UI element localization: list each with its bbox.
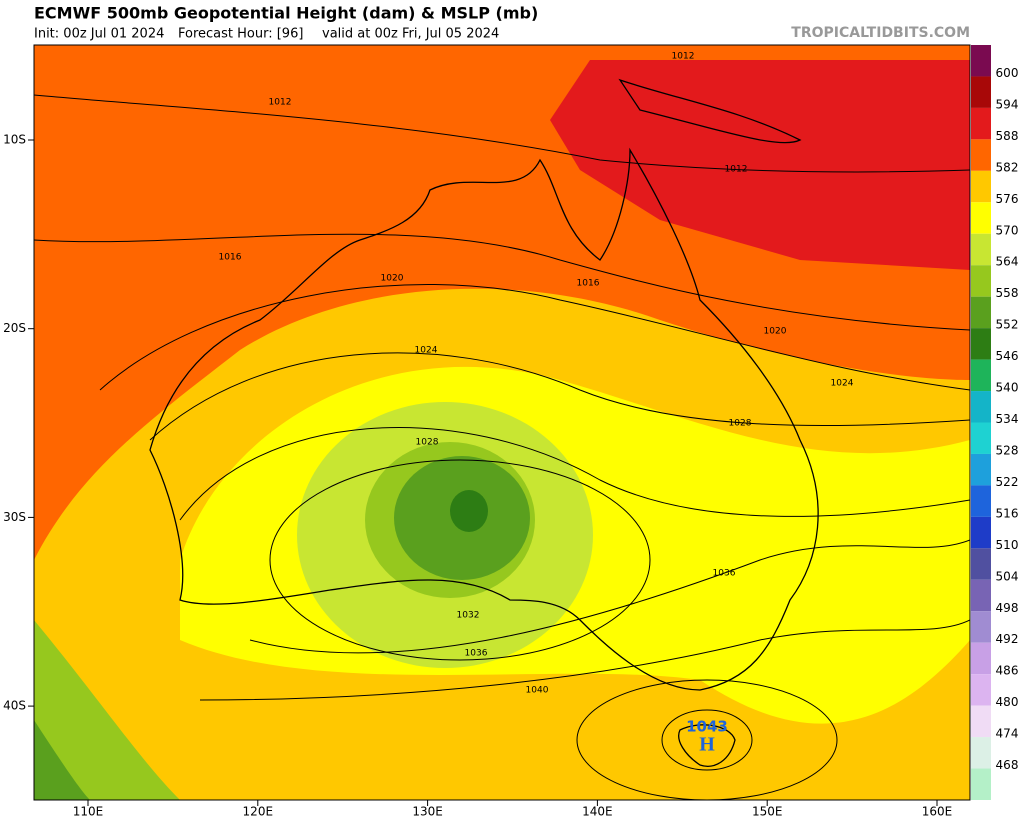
colorbar-cell [971,202,991,234]
colorbar-cell [971,485,991,517]
isobars [34,94,970,800]
isobar-label: 1036 [713,569,736,579]
colorbar-label: 498 [996,601,1019,615]
colorbar-cell [971,516,991,549]
colorbar-label: 546 [996,349,1019,363]
lon-label: 160E [922,805,953,819]
lon-label: 120E [243,805,274,819]
colorbar-label: 468 [996,758,1019,772]
isobar-label: 1020 [381,274,404,284]
isobar-label: 1036 [465,649,488,659]
colorbar-cell [971,265,991,297]
forecast-hour: Forecast Hour: [96] [178,27,303,42]
init-time: Init: 00z Jul 01 2024 [34,27,164,42]
isobar-label: 1024 [831,379,854,389]
colorbar-cell [971,391,991,423]
credit: TROPICALTIDBITS.COM [791,25,970,41]
colorbar-cell [971,359,991,392]
colorbar-label: 576 [996,192,1019,206]
colorbar-label: 594 [996,97,1019,111]
tasmania [678,724,736,767]
high-letter: H [699,734,715,756]
colorbar-cell [971,453,991,486]
map-area [34,45,970,800]
lat-label: 30S [3,510,26,524]
lat-label: 10S [3,133,26,147]
colorbar-label: 480 [996,695,1019,709]
colorbar-cell [971,422,991,454]
colorbar-cell [971,705,991,738]
field-564-sw [34,620,180,800]
colorbar-cell [971,611,991,643]
field-558-sw [34,720,90,800]
colorbar-cell [971,328,991,360]
map-frame [33,44,971,801]
colorbar-cell [971,233,991,266]
colorbar-cell [971,170,991,203]
colorbar-cell [971,296,991,329]
title: ECMWF 500mb Geopotential Height (dam) & … [34,4,538,23]
isobar-label: 1020 [764,327,787,337]
colorbar-cell [971,548,991,580]
isobar-label: 1028 [729,419,752,429]
colorbar-label: 486 [996,664,1019,678]
colorbar-label: 558 [996,286,1019,300]
colorbar-cell [971,642,991,675]
colorbar-label: 474 [996,727,1019,741]
lon-label: 110E [73,805,104,819]
lon-label: 140E [582,805,613,819]
colorbar-label: 582 [996,160,1019,174]
colorbar-label: 492 [996,632,1019,646]
isobar-label: 1016 [577,279,600,289]
field-546 [450,490,488,532]
isobar-label: 1040 [526,686,549,696]
colorbar-cell [971,107,991,140]
colorbar-label: 534 [996,412,1019,426]
isobar-label: 1024 [415,346,438,356]
colorbar-cell [971,768,991,800]
colorbar-cell [971,139,991,171]
colorbar-cell [971,579,991,612]
lat-label: 40S [3,699,26,713]
colorbar-label: 510 [996,538,1019,552]
isobar-label: 1016 [219,253,242,263]
colorbar-label: 564 [996,255,1019,269]
colorbar-label: 540 [996,381,1019,395]
colorbar-label: 516 [996,506,1019,520]
colorbar-label: 552 [996,318,1019,332]
colorbar-label: 528 [996,443,1019,457]
colorbar-cell [971,737,991,769]
colorbar-cell [971,45,991,77]
isobar-label: 1032 [457,611,480,621]
new-guinea [618,78,802,144]
colorbar-label: 522 [996,475,1019,489]
high-pressure-value: 1043 [686,718,728,736]
field-588 [550,60,970,270]
valid-time: valid at 00z Fri, Jul 05 2024 [322,27,499,42]
isobar-label: 1012 [672,52,695,62]
colorbar-cell [971,76,991,108]
colorbar-label: 570 [996,223,1019,237]
lon-label: 150E [752,805,783,819]
isobar-label: 1012 [269,98,292,108]
lat-label: 20S [3,321,26,335]
lon-label: 130E [412,805,443,819]
colorbar-label: 588 [996,129,1019,143]
colorbar-label: 600 [996,66,1019,80]
isobar-label: 1028 [416,438,439,448]
colorbar-cell [971,674,991,706]
coastline [149,147,819,691]
colorbar-label: 504 [996,569,1019,583]
isobar-label: 1012 [725,165,748,175]
